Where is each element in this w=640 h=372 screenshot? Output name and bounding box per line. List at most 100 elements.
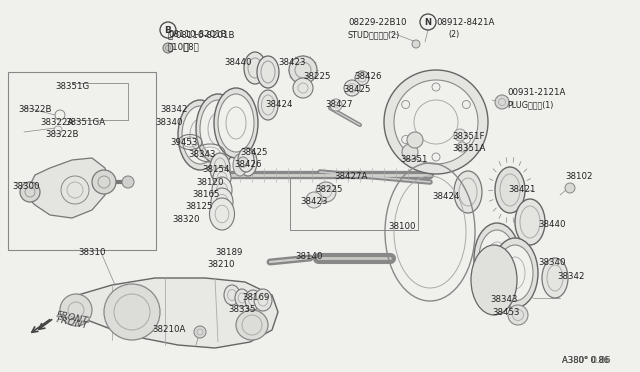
Circle shape bbox=[289, 56, 317, 84]
Text: 38425: 38425 bbox=[240, 148, 268, 157]
Ellipse shape bbox=[495, 167, 525, 213]
Circle shape bbox=[407, 132, 423, 148]
Text: 38320: 38320 bbox=[172, 215, 200, 224]
Ellipse shape bbox=[196, 94, 240, 164]
Text: 38322A: 38322A bbox=[40, 118, 74, 127]
Ellipse shape bbox=[236, 310, 268, 340]
Text: 38154: 38154 bbox=[202, 165, 230, 174]
Text: 38125: 38125 bbox=[185, 202, 212, 211]
Bar bbox=[8, 72, 156, 250]
Text: 38440: 38440 bbox=[538, 220, 566, 229]
Circle shape bbox=[384, 70, 488, 174]
Text: 08912-8421A: 08912-8421A bbox=[436, 18, 494, 27]
Circle shape bbox=[60, 294, 92, 326]
Circle shape bbox=[508, 305, 528, 325]
Polygon shape bbox=[25, 158, 108, 218]
Ellipse shape bbox=[224, 285, 240, 305]
Ellipse shape bbox=[254, 289, 272, 311]
Text: STUDスタッド(2): STUDスタッド(2) bbox=[348, 30, 400, 39]
Ellipse shape bbox=[178, 100, 222, 170]
Circle shape bbox=[495, 95, 509, 109]
Text: 38165: 38165 bbox=[192, 190, 220, 199]
Circle shape bbox=[163, 43, 173, 53]
Circle shape bbox=[194, 326, 206, 338]
Text: 38335: 38335 bbox=[228, 305, 255, 314]
Text: A380° 0.86: A380° 0.86 bbox=[562, 356, 609, 365]
Text: 38351: 38351 bbox=[400, 155, 428, 164]
Ellipse shape bbox=[244, 52, 266, 84]
Ellipse shape bbox=[210, 153, 230, 183]
Text: 38340: 38340 bbox=[538, 258, 566, 267]
Circle shape bbox=[20, 182, 40, 202]
Text: 38342: 38342 bbox=[557, 272, 584, 281]
Text: 38351GA: 38351GA bbox=[65, 118, 105, 127]
Polygon shape bbox=[70, 278, 278, 348]
Text: 38426: 38426 bbox=[234, 160, 262, 169]
Ellipse shape bbox=[238, 148, 254, 172]
Circle shape bbox=[104, 284, 160, 340]
Text: 38169: 38169 bbox=[242, 293, 269, 302]
Text: 38210: 38210 bbox=[207, 260, 234, 269]
Ellipse shape bbox=[209, 198, 234, 230]
Circle shape bbox=[457, 142, 467, 152]
Text: 38424: 38424 bbox=[265, 100, 292, 109]
Text: 08110-8201B: 08110-8201B bbox=[168, 30, 227, 39]
Ellipse shape bbox=[245, 290, 261, 310]
Text: 38322B: 38322B bbox=[18, 105, 51, 114]
Text: FRONT: FRONT bbox=[55, 310, 89, 326]
Text: 38423: 38423 bbox=[278, 58, 305, 67]
Ellipse shape bbox=[239, 148, 257, 176]
Text: PLUGプラグ(1): PLUGプラグ(1) bbox=[507, 100, 554, 109]
Text: 38189: 38189 bbox=[215, 248, 243, 257]
Ellipse shape bbox=[200, 100, 236, 158]
Circle shape bbox=[394, 80, 478, 164]
Text: 00931-2121A: 00931-2121A bbox=[507, 88, 565, 97]
Text: 38300: 38300 bbox=[12, 182, 40, 191]
Text: 38342: 38342 bbox=[160, 105, 188, 114]
Ellipse shape bbox=[497, 245, 533, 301]
Ellipse shape bbox=[233, 154, 247, 176]
Ellipse shape bbox=[214, 88, 258, 158]
Text: 38210A: 38210A bbox=[152, 325, 186, 334]
Circle shape bbox=[565, 183, 575, 193]
Text: 38340: 38340 bbox=[155, 118, 182, 127]
Text: 〈10〉: 〈10〉 bbox=[168, 42, 189, 51]
Text: A380° 0.86: A380° 0.86 bbox=[562, 356, 611, 365]
Text: 38427: 38427 bbox=[325, 100, 353, 109]
Text: 【8】: 【8】 bbox=[184, 42, 200, 51]
Text: 38343: 38343 bbox=[490, 295, 518, 304]
Text: 38453: 38453 bbox=[492, 308, 520, 317]
Text: (2): (2) bbox=[448, 30, 460, 39]
Ellipse shape bbox=[212, 177, 232, 203]
Ellipse shape bbox=[257, 56, 279, 88]
Text: 38351A: 38351A bbox=[452, 144, 485, 153]
Text: 38425: 38425 bbox=[343, 85, 371, 94]
Circle shape bbox=[344, 80, 360, 96]
Circle shape bbox=[238, 157, 248, 167]
Text: 38102: 38102 bbox=[565, 172, 593, 181]
Text: FRONT: FRONT bbox=[55, 315, 89, 331]
Text: 38351F: 38351F bbox=[452, 132, 484, 141]
Ellipse shape bbox=[454, 171, 482, 213]
Text: 38423: 38423 bbox=[300, 197, 328, 206]
Circle shape bbox=[293, 78, 313, 98]
Circle shape bbox=[355, 71, 369, 85]
Ellipse shape bbox=[235, 289, 249, 307]
Circle shape bbox=[330, 99, 342, 111]
Circle shape bbox=[316, 182, 336, 202]
Text: 38343: 38343 bbox=[188, 150, 216, 159]
Text: 38427A: 38427A bbox=[334, 172, 367, 181]
Text: 38140: 38140 bbox=[295, 252, 323, 261]
Text: B: B bbox=[164, 26, 172, 35]
Circle shape bbox=[454, 129, 466, 141]
Circle shape bbox=[306, 192, 322, 208]
Text: N: N bbox=[424, 17, 431, 26]
Ellipse shape bbox=[213, 167, 231, 189]
Text: 38120: 38120 bbox=[196, 178, 223, 187]
Ellipse shape bbox=[211, 188, 233, 216]
Text: 08229-22B10: 08229-22B10 bbox=[348, 18, 406, 27]
Text: 38440: 38440 bbox=[224, 58, 252, 67]
Circle shape bbox=[412, 40, 420, 48]
Text: 38351G: 38351G bbox=[55, 82, 89, 91]
Text: 38424: 38424 bbox=[432, 192, 460, 201]
